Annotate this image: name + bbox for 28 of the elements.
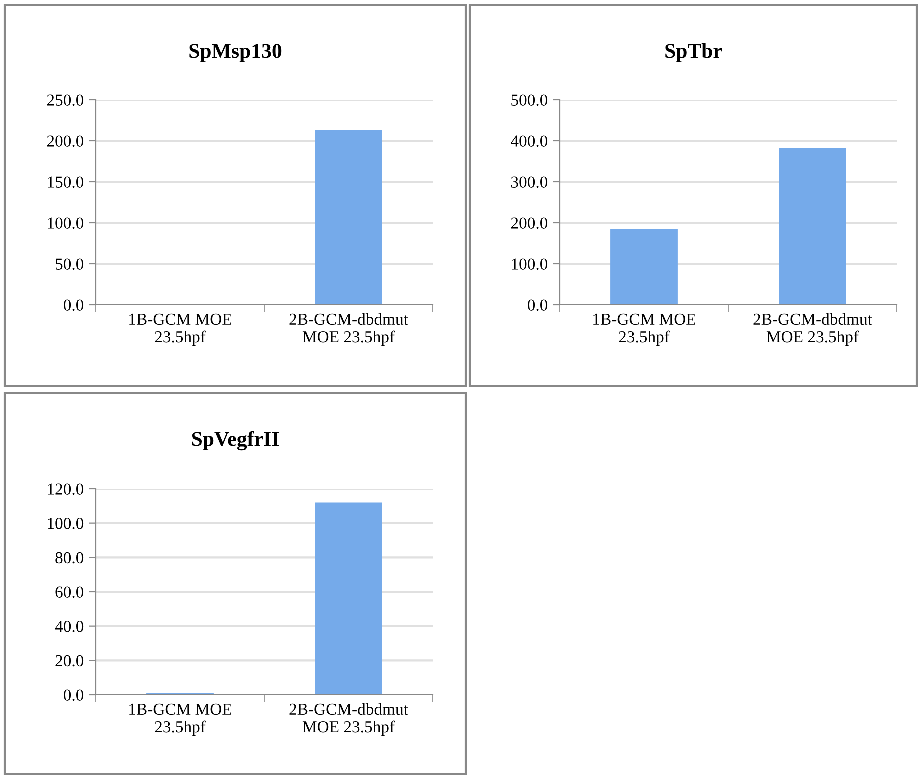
x-tick-label: 1B-GCM MOE 23.5hpf bbox=[130, 704, 232, 736]
chart-title: SpVegfrII bbox=[192, 431, 279, 451]
y-tick-label: 100.0 bbox=[512, 258, 548, 270]
y-tick-label: 60.0 bbox=[56, 586, 84, 598]
y-tick-label: 100.0 bbox=[48, 518, 84, 530]
y-tick-label: 0.0 bbox=[64, 690, 84, 702]
y-tick-label: 250.0 bbox=[47, 94, 84, 106]
x-tick-label: 2B-GCM-dbdmut MOE 23.5hpf bbox=[290, 313, 408, 346]
y-tick-label: 150.0 bbox=[48, 176, 84, 188]
y-tick-label: 500.0 bbox=[512, 94, 548, 106]
y-tick-label: 120.0 bbox=[48, 484, 84, 496]
y-tick-label: 100.0 bbox=[48, 218, 84, 230]
y-tick-label: 200.0 bbox=[511, 218, 548, 230]
y-tick-label: 0.0 bbox=[64, 300, 84, 312]
y-tick-label: 300.0 bbox=[511, 176, 548, 188]
y-tick-label: 40.0 bbox=[55, 621, 84, 632]
x-tick-label: 1B-GCM MOE 23.5hpf bbox=[594, 314, 696, 346]
y-tick-label: 50.0 bbox=[56, 258, 84, 270]
y-tick-label: 0.0 bbox=[528, 300, 548, 312]
y-tick-label: 20.0 bbox=[56, 655, 84, 667]
chart-title: SpTbr bbox=[666, 44, 722, 62]
x-tick-label: 2B-GCM-dbdmut MOE 23.5hpf bbox=[290, 703, 408, 736]
x-tick-label: 2B-GCM-dbdmut MOE 23.5hpf bbox=[754, 313, 872, 346]
chart-title: SpMsp130 bbox=[190, 44, 282, 62]
y-tick-label: 80.0 bbox=[56, 552, 84, 564]
x-tick-label: 1B-GCM MOE 23.5hpf bbox=[130, 314, 232, 346]
y-tick-label: 200.0 bbox=[47, 136, 84, 148]
y-tick-label: 400.0 bbox=[511, 136, 548, 148]
